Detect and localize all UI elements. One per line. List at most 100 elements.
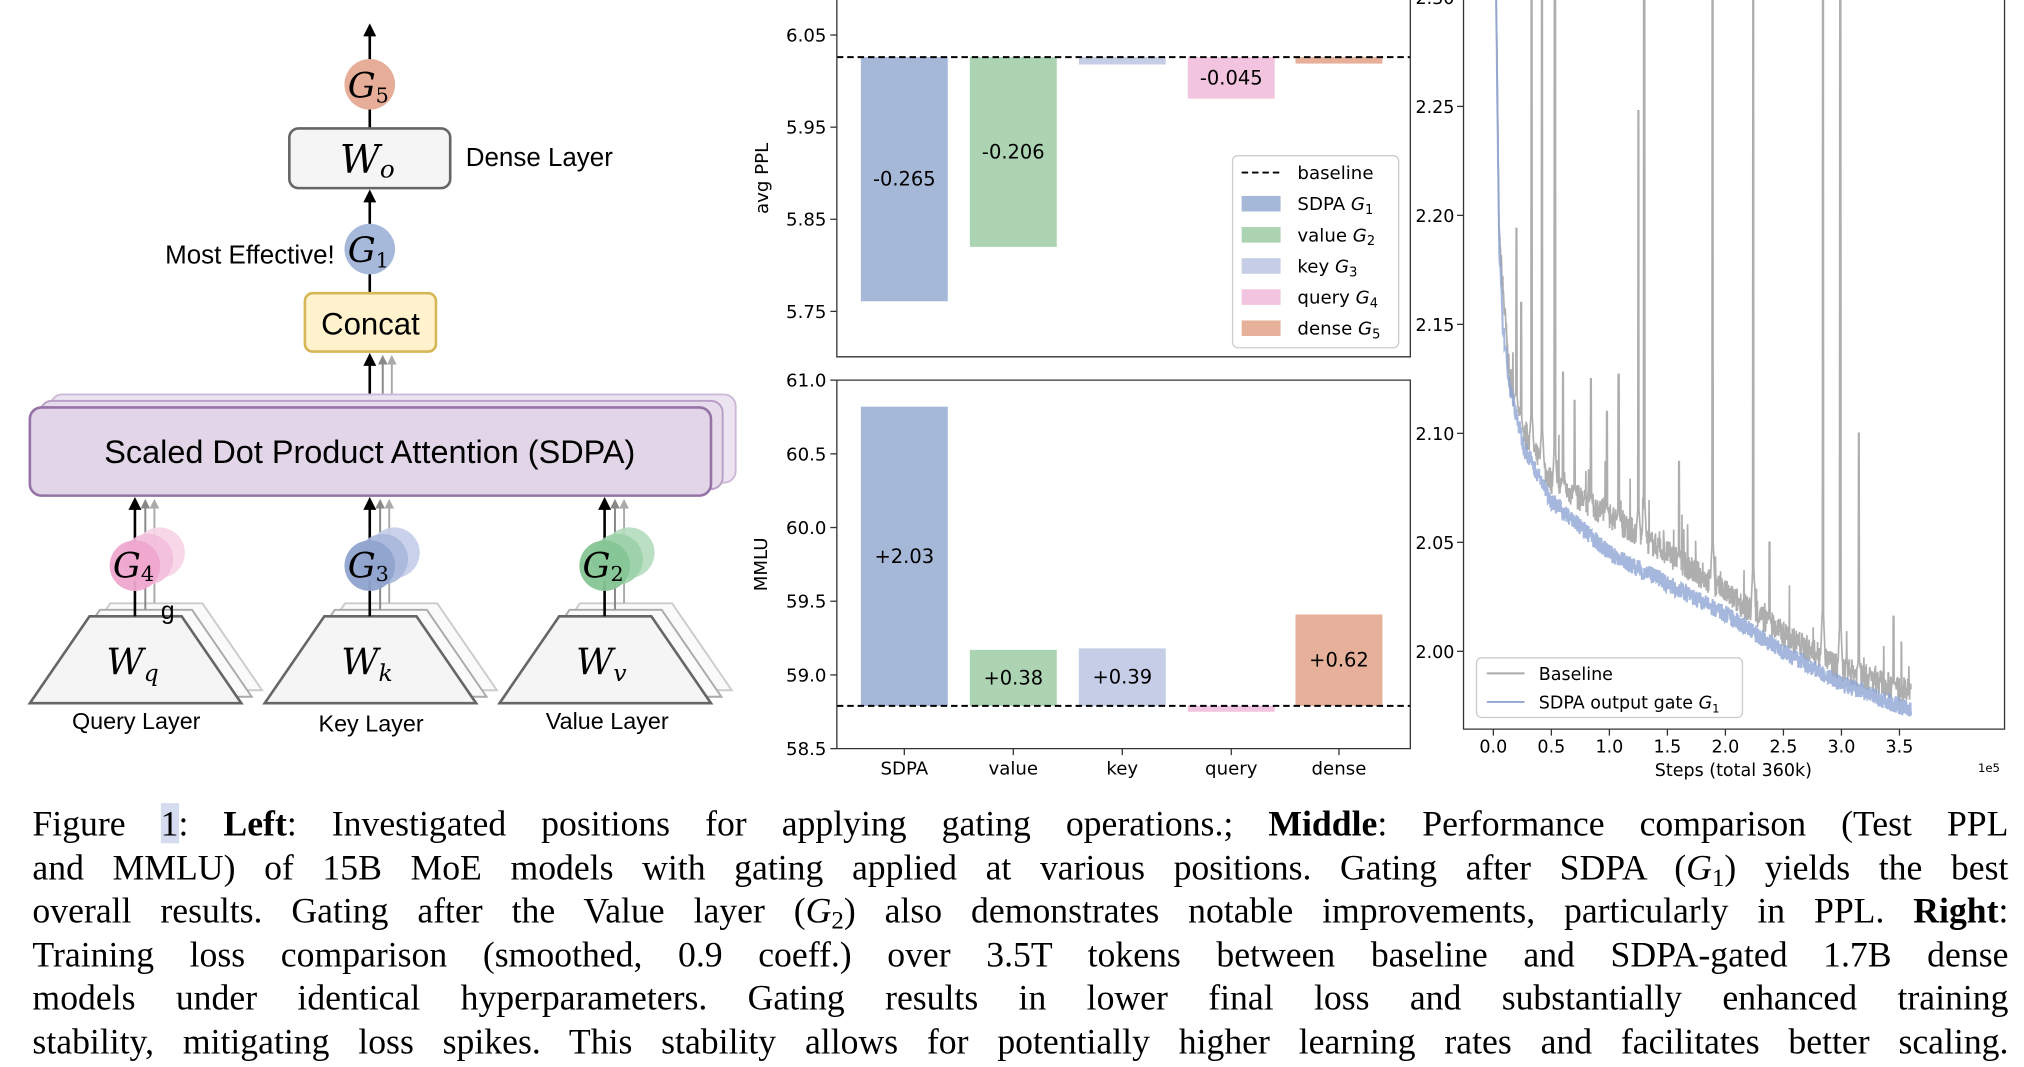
mmlu-bar-chart: +2.03 +0.38 +0.39 +0.62 58.5 59.0 59.5 60.0 60.5… — [751, 371, 1411, 780]
caption-line: stability, mitigating loss spikes. This … — [32, 1020, 2008, 1064]
sdpa-box — [28, 406, 713, 497]
gate-g2-label: G2 — [583, 545, 624, 586]
x-tick-label: 0.0 — [1479, 738, 1507, 758]
x-tick-label: value — [989, 759, 1039, 780]
wv-trapezoid — [497, 614, 714, 705]
legend-entry-subscript: 3 — [1349, 265, 1357, 280]
caption-text: models under identical hyperparameters. … — [32, 977, 2009, 1018]
branch-wq: Wq G4 — [27, 496, 264, 705]
legend-entry-label: baseline — [1297, 163, 1373, 184]
math-symbol: G — [1686, 846, 1712, 887]
gate-g1-label: G1 — [348, 230, 389, 272]
legend-entry-subscript: 1 — [1712, 701, 1719, 715]
math-subscript: 2 — [831, 908, 844, 933]
weight-subscript: v — [613, 659, 626, 687]
legend-entry: SDPA G1 — [1297, 194, 1373, 218]
series-line-baseline — [1495, 0, 1912, 703]
caption-line: models under identical hyperparameters. … — [32, 976, 2008, 1020]
caption-text: Figure — [32, 803, 161, 844]
gate-subscript: 1 — [376, 248, 389, 272]
legend-entry: key G3 — [1297, 256, 1357, 280]
sdpa-label: Scaled Dot Product Attention (SDPA) — [104, 434, 635, 470]
legend-entry-symbol: G — [1699, 693, 1713, 713]
x-tick-label: 1.0 — [1595, 738, 1623, 758]
gate-subscript: 5 — [376, 83, 389, 107]
y-tick-label: 2.00 — [1415, 643, 1454, 663]
figure-caption: Figure 1: Left: Investigated positions f… — [32, 802, 2008, 1064]
gate-g2-circle — [579, 540, 630, 591]
training-loss-chart: 2.00 2.05 2.10 2.15 2.20 2.25 2.30 0.0 0.5 1.0 1.5… — [1415, 0, 2006, 781]
concat-label: Concat — [321, 307, 420, 342]
math-symbol: G — [805, 890, 832, 931]
caption-text: and MMLU) of 15B MoE models with gating … — [32, 846, 1687, 887]
gate-subscript: 4 — [141, 562, 154, 586]
charts: -0.265 -0.206 -0.045 5.75 5.85 5.95 6.05 avg PP… — [751, 0, 2006, 781]
x-tick-label: 2.0 — [1711, 738, 1739, 758]
gate-g4-circle — [109, 540, 161, 591]
legend-swatch — [1241, 258, 1281, 274]
gate-symbol: G — [348, 65, 376, 106]
branch-wv: Wv G2 — [497, 496, 734, 705]
bar-dense — [1295, 57, 1383, 64]
caption-text: overall results. Gating after the Value … — [32, 890, 806, 931]
legend-entry: baseline — [1297, 163, 1373, 184]
y-tick-label: 5.75 — [786, 302, 826, 323]
x-tick-label: 0.5 — [1537, 738, 1565, 758]
legend-entry-subscript: 1 — [1365, 203, 1373, 218]
gate-symbol: G — [348, 545, 376, 586]
gating-positions-diagram: G5 Wo Dense Layer G1 Most Effective! Con… — [27, 23, 737, 737]
gate-subscript: 3 — [376, 562, 389, 586]
x-tick-label: 2.5 — [1770, 738, 1798, 758]
bar-key — [1078, 57, 1166, 65]
gate-symbol: G — [113, 545, 141, 586]
x-multiplier: 1e5 — [1978, 761, 2000, 775]
caption-text: Training loss comparison (smoothed, 0.9 … — [32, 933, 2009, 975]
legend-box — [1475, 657, 1744, 719]
gate-g5-circle — [344, 59, 396, 110]
axes-frame — [1462, 0, 2006, 730]
y-axis-label: MMLU — [751, 537, 772, 591]
y-tick-label: 59.0 — [786, 665, 826, 686]
weight-symbol: W — [106, 641, 146, 684]
legend-entry-symbol: G — [1353, 225, 1367, 246]
caption-text: : Performance comparison (Test PPL — [1377, 803, 2009, 844]
concat-box — [303, 291, 438, 353]
y-tick-label: 5.85 — [786, 210, 826, 231]
bar-key — [1078, 648, 1166, 706]
legend-entry-label: query — [1297, 288, 1355, 309]
caption-text: : Investigated positions for applying ga… — [286, 803, 1269, 844]
figure-number-link[interactable]: 1 — [160, 803, 179, 844]
legend-swatch — [1241, 195, 1281, 212]
math-subscript: 1 — [1711, 864, 1725, 889]
legend-swatch — [1241, 289, 1281, 305]
legend-entry-label: SDPA — [1297, 194, 1351, 215]
legend-entry-subscript: 4 — [1370, 296, 1378, 311]
caption-text: ) also demonstrates notable improvements… — [843, 890, 1914, 931]
branch-wk: Wk G3 — [262, 496, 499, 705]
ppl-bar-chart: -0.265 -0.206 -0.045 5.75 5.85 5.95 6.05 avg PP… — [752, 0, 1411, 358]
y-tick-label: 59.5 — [786, 592, 826, 613]
gate-g1-circle — [344, 223, 396, 275]
dense-layer-box — [288, 127, 452, 190]
gate-subscript: 2 — [611, 562, 624, 586]
legend-entry-symbol: G — [1351, 194, 1365, 215]
bar-value — [969, 57, 1057, 247]
caption-bold: Left — [223, 803, 287, 844]
caption-bold: Middle — [1268, 803, 1378, 844]
weight-symbol: W — [340, 138, 383, 183]
wk-label: Wk — [341, 641, 392, 687]
caption-text: stability, mitigating loss spikes. This … — [32, 1021, 2009, 1062]
caption-line: and MMLU) of 15B MoE models with gating … — [32, 845, 2008, 889]
bar-label: -0.206 — [982, 141, 1045, 164]
legend-swatch — [1241, 320, 1281, 337]
y-tick-label: 6.05 — [786, 26, 826, 47]
y-tick-label: 2.25 — [1415, 98, 1454, 118]
gate-g5-label: G5 — [348, 65, 389, 107]
bar-SDPA — [860, 406, 948, 706]
x-tick-label: key — [1106, 759, 1138, 780]
weight-subscript: q — [144, 659, 159, 687]
y-tick-label: 60.5 — [786, 444, 826, 465]
legend: Baseline SDPA output gate G1 — [1475, 657, 1744, 719]
value-layer-label: Value Layer — [546, 708, 669, 734]
